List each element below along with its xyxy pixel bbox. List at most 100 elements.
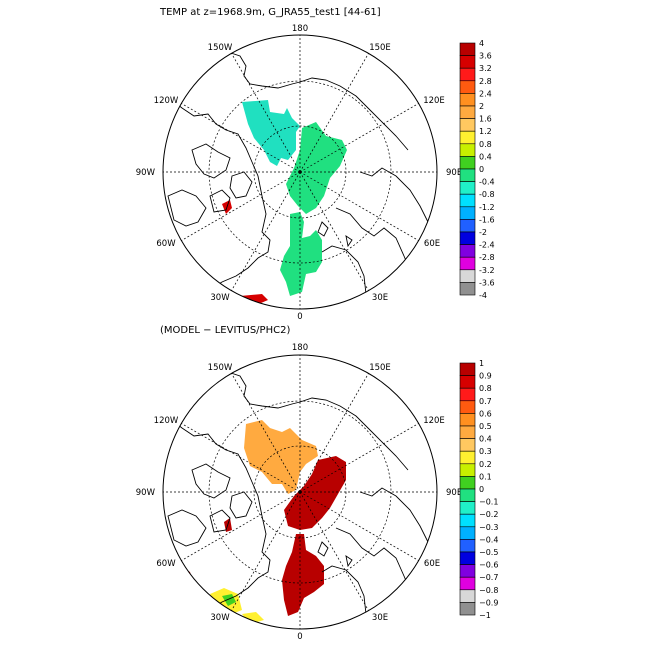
colorbar-swatch bbox=[459, 362, 476, 376]
colorbar-tick-label: 1.6 bbox=[479, 115, 492, 124]
colorbar-swatch bbox=[459, 168, 476, 182]
colorbar-swatch bbox=[459, 42, 476, 56]
colorbar-tick-label: 2 bbox=[479, 102, 484, 111]
longitude-labels: 180 150E 120E 90E 60E 30E 0 30W 60W 90W … bbox=[136, 343, 462, 642]
colorbar-tick-label: 0.4 bbox=[479, 152, 492, 161]
lon-label: 150E bbox=[369, 363, 391, 373]
panel-title: TEMP at z=1968.9m, G_JRA55_test1 [44-61] bbox=[159, 7, 381, 18]
lon-label: 150E bbox=[369, 43, 391, 53]
colorbar-tick-label: -3.2 bbox=[479, 266, 495, 275]
map-boundary bbox=[162, 34, 438, 310]
colorbar-swatch bbox=[459, 476, 476, 490]
field-region-canada-basin bbox=[244, 420, 318, 494]
lon-label: 30W bbox=[210, 613, 230, 623]
colorbar-swatch bbox=[459, 118, 476, 132]
panel-title: (MODEL − LEVITUS/PHC2) bbox=[160, 325, 290, 336]
lon-label: 120E bbox=[423, 96, 445, 106]
colorbar-tick-label: 0.4 bbox=[479, 435, 492, 444]
colorbar-swatch bbox=[459, 450, 476, 465]
colorbar-tick-label: −0.5 bbox=[479, 548, 498, 557]
colorbar-tick-label: −0.9 bbox=[479, 598, 498, 607]
colorbar-tick-label: 0.1 bbox=[479, 472, 492, 481]
colorbar-tick-label: 0.6 bbox=[479, 409, 492, 418]
lon-label: 90E bbox=[446, 488, 462, 498]
colorbar-swatch bbox=[459, 231, 476, 245]
colorbar-swatch bbox=[459, 269, 476, 283]
colorbar-tick-label: 0.8 bbox=[479, 140, 492, 149]
colorbar-tick-label: -1.6 bbox=[479, 215, 495, 224]
colorbar-swatch bbox=[459, 181, 476, 195]
colorbar-swatch bbox=[459, 219, 476, 233]
colorbar: 1 0.9 0.8 0.7 0.6 0.5 0.4 0.3 0.2 0.1 0 −0.1 −0.2 −0.… bbox=[459, 359, 498, 620]
colorbar-tick-label: −0.2 bbox=[479, 510, 498, 519]
colorbar-swatch bbox=[459, 67, 476, 82]
colorbar-swatch bbox=[459, 55, 476, 69]
lon-label: 60W bbox=[156, 559, 176, 569]
colorbar-tick-label: 0.3 bbox=[479, 447, 492, 456]
lon-label: 120E bbox=[423, 416, 445, 426]
lon-label: 150W bbox=[208, 43, 233, 53]
colorbar-swatch bbox=[459, 576, 476, 591]
colorbar-swatch bbox=[459, 375, 476, 389]
lon-label: 120W bbox=[154, 96, 179, 106]
colorbar-swatch bbox=[459, 387, 476, 402]
colorbar-swatch bbox=[459, 400, 476, 414]
field-region-nordic-green bbox=[222, 594, 236, 606]
colorbar-tick-label: −0.1 bbox=[479, 498, 498, 507]
colorbar-swatch bbox=[459, 93, 476, 107]
colorbar-tick-label: −0.6 bbox=[479, 561, 498, 570]
graticule bbox=[163, 35, 437, 309]
colorbar-swatch bbox=[459, 425, 476, 439]
lon-label: 90W bbox=[136, 488, 156, 498]
colorbar-tick-label: −1 bbox=[479, 611, 491, 620]
colorbar: 4 3.6 3.2 2.8 2.4 2 1.6 1.2 0.8 0.4 0 -0.4 -0.8 -1.2 -… bbox=[459, 39, 495, 300]
colorbar-swatch bbox=[459, 513, 476, 528]
colorbar-swatch bbox=[459, 143, 476, 157]
colorbar-swatch bbox=[459, 193, 476, 208]
field-regions bbox=[164, 100, 347, 306]
lon-label: 0 bbox=[297, 632, 302, 642]
field-region-eurasian-basin bbox=[286, 122, 347, 214]
colorbar-tick-label: -0.8 bbox=[479, 190, 495, 199]
colorbar-tick-label: −0.8 bbox=[479, 586, 498, 595]
panel-difference: (MODEL − LEVITUS/PHC2) bbox=[136, 325, 499, 642]
colorbar-tick-label: -2.4 bbox=[479, 241, 495, 250]
colorbar-tick-label: -2.8 bbox=[479, 253, 495, 262]
field-region-labrador-sea-2 bbox=[242, 612, 264, 624]
colorbar-tick-label: 0.5 bbox=[479, 422, 492, 431]
colorbar-swatch bbox=[459, 256, 476, 271]
colorbar-swatch bbox=[459, 551, 476, 565]
colorbar-tick-label: −0.4 bbox=[479, 535, 498, 544]
colorbar-swatch bbox=[459, 282, 476, 296]
field-region-canada-basin bbox=[242, 100, 300, 166]
lon-label: 60E bbox=[424, 239, 440, 249]
colorbar-tick-label: -3.6 bbox=[479, 278, 495, 287]
colorbar-tick-label: 0.8 bbox=[479, 384, 492, 393]
colorbar-tick-label: -4 bbox=[479, 291, 487, 300]
colorbar-tick-label: 3.2 bbox=[479, 64, 492, 73]
colorbar-tick-label: 0.9 bbox=[479, 372, 492, 381]
lon-label: 90E bbox=[446, 168, 462, 178]
lon-label: 180 bbox=[292, 24, 308, 34]
colorbar-tick-label: -0.4 bbox=[479, 178, 495, 187]
lon-label: 90W bbox=[136, 168, 156, 178]
coastlines bbox=[167, 45, 429, 305]
colorbar-swatch bbox=[459, 80, 476, 94]
colorbar-swatch bbox=[459, 413, 476, 427]
map-area bbox=[162, 354, 438, 630]
colorbar-swatch bbox=[459, 244, 476, 258]
colorbar-swatch bbox=[459, 438, 476, 452]
colorbar-tick-label: 0 bbox=[479, 485, 484, 494]
lon-label: 180 bbox=[292, 343, 308, 353]
colorbar-tick-label: 2.4 bbox=[479, 89, 492, 98]
field-region-nordic-seas bbox=[282, 534, 324, 616]
lon-label: 150W bbox=[208, 363, 233, 373]
lon-label: 30E bbox=[372, 613, 388, 623]
longitude-labels: 180 150E 120E 90E 60E 30E 0 30W 60W 90W … bbox=[136, 24, 462, 322]
colorbar-tick-label: 3.6 bbox=[479, 52, 492, 61]
colorbar-swatch bbox=[459, 488, 476, 502]
colorbar-swatch bbox=[459, 130, 476, 145]
colorbar-tick-label: −0.7 bbox=[479, 573, 498, 582]
